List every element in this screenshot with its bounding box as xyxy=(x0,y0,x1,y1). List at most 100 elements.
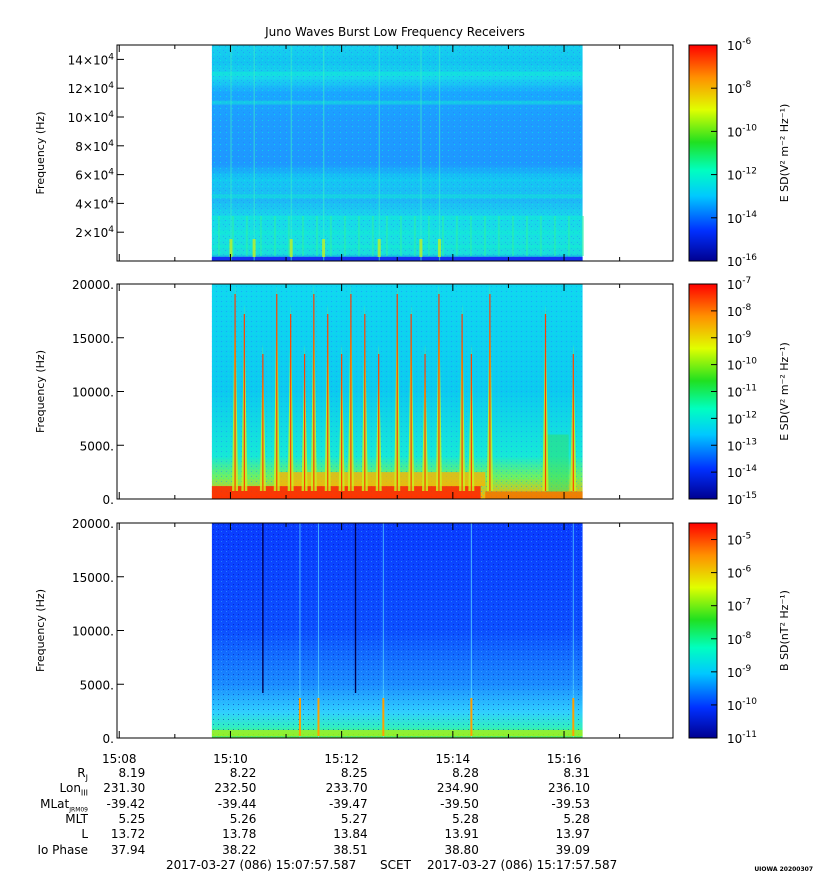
panel-1-band xyxy=(211,71,583,76)
ephemeris-value: 8.25 xyxy=(340,766,368,780)
ephemeris-value: 8.31 xyxy=(563,766,591,780)
ephemeris-value: 38.51 xyxy=(333,842,368,857)
panel-1-modulation xyxy=(357,216,360,256)
panel-2-spectrogram xyxy=(211,284,583,499)
y-tick-label: 4×104 xyxy=(75,196,114,211)
colorbar-tick-label: 10-11 xyxy=(727,384,757,400)
panel-1-modulation xyxy=(371,216,374,256)
panel-3-spectrogram xyxy=(211,523,583,738)
ephemeris-value: -39.42 xyxy=(106,796,146,811)
panel-1-modulation xyxy=(329,216,332,256)
ephemeris-value: 13.84 xyxy=(333,827,368,842)
colorbar-tick-label: 10-13 xyxy=(727,437,757,453)
colorbar-tick-label: 10-9 xyxy=(727,664,752,680)
y-tick-label: 6×104 xyxy=(75,168,114,183)
x-tick-label: 15:14 xyxy=(436,752,471,766)
panel-1-modulation xyxy=(427,216,430,256)
y-tick-label: 2×104 xyxy=(75,225,114,240)
ephemeris-row-label: MLatJRM09 xyxy=(40,796,88,813)
colorbar-tick-label: 10-7 xyxy=(727,598,751,614)
colorbar-tick-label: 10-15 xyxy=(727,491,757,507)
colorbar-tick-label: 10-8 xyxy=(727,80,752,96)
panel-1-modulation xyxy=(483,216,486,256)
y-axis-label: Frequency (Hz) xyxy=(34,350,47,433)
ephemeris-value: 13.97 xyxy=(555,827,591,842)
ephemeris-row-label: MLT xyxy=(65,811,88,826)
y-tick-label: 10000. xyxy=(72,386,114,400)
ephemeris-row-label: RJ xyxy=(77,766,88,783)
panel-1-modulation xyxy=(539,216,542,256)
y-tick-label: 5000. xyxy=(80,439,114,453)
panel-1-spike-base xyxy=(229,239,233,257)
footer-end-time: 2017-03-27 (086) 15:17:57.587 xyxy=(427,858,618,872)
processing-stamp: UIOWA 20200307 xyxy=(754,866,813,873)
ephemeris-value: 234.90 xyxy=(436,781,479,796)
x-tick-label: 15:12 xyxy=(324,752,359,766)
panel-1-modulation xyxy=(581,216,584,256)
y-axis-label: Frequency (Hz) xyxy=(34,589,47,672)
panel-1-spike-base xyxy=(289,239,293,257)
ephemeris-value: 13.91 xyxy=(444,827,479,842)
panel-2-late-patch xyxy=(545,434,569,492)
panel-1-modulation xyxy=(385,216,388,256)
panel-1-modulation xyxy=(217,216,220,256)
y-tick-label: 0. xyxy=(103,493,114,507)
panel-1-spike xyxy=(290,45,292,261)
panel-1-band xyxy=(211,100,583,105)
y-tick-label: 10×104 xyxy=(68,110,115,125)
colorbar-tick-label: 10-9 xyxy=(727,330,752,346)
ephemeris-value: -39.44 xyxy=(217,796,257,811)
y-tick-label: 15000. xyxy=(72,332,114,346)
colorbar xyxy=(688,522,718,739)
panel-1-spike-base xyxy=(377,239,381,257)
panel-1-modulation xyxy=(497,216,500,256)
colorbar-tick-label: 10-11 xyxy=(727,730,757,746)
colorbar-tick-label: 10-5 xyxy=(727,532,751,548)
ephemeris-value: 13.78 xyxy=(222,827,257,842)
ephemeris-value: 236.10 xyxy=(548,781,591,796)
colorbar-tick-label: 10-14 xyxy=(727,464,757,480)
ephemeris-row-label: L xyxy=(81,827,88,842)
colorbar xyxy=(688,44,718,262)
panel-1-modulation xyxy=(525,216,528,256)
colorbar-label: E SD(V² m⁻² Hz⁻¹) xyxy=(778,104,791,203)
panel-1-modulation xyxy=(259,216,262,256)
panel-1-spike-base xyxy=(419,239,423,257)
ephemeris-value: 13.72 xyxy=(110,827,146,842)
panel-1-modulation xyxy=(567,216,570,256)
colorbar-tick-label: 10-16 xyxy=(727,253,757,269)
y-tick-label: 15000. xyxy=(72,571,114,585)
panel-1-modulation xyxy=(469,216,472,256)
panel-3-axes: 0. 5000. 10000. 15000. 20000. Frequency (Hz) 1… xyxy=(34,517,791,746)
panel-3-noise xyxy=(211,523,583,738)
colorbar-tick-label: 10-10 xyxy=(727,357,757,373)
y-axis-label: Frequency (Hz) xyxy=(34,112,47,195)
panel-1-spike xyxy=(438,45,441,261)
y-tick-label: 8×104 xyxy=(75,139,114,154)
panel-2-axes: 0. 5000. 10000. 15000. 20000. Frequency (Hz) 1… xyxy=(34,276,791,507)
colorbar-label: B SD(nT² Hz⁻¹) xyxy=(778,590,791,671)
colorbar-tick-label: 10-6 xyxy=(727,37,752,53)
panel-1-modulation xyxy=(287,216,290,256)
ephemeris-value: 37.94 xyxy=(110,842,146,857)
panel-1-modulation xyxy=(301,216,304,256)
colorbar-tick-label: 10-6 xyxy=(727,565,752,581)
x-tick-label: 15:16 xyxy=(547,752,582,766)
ephemeris-row-label: Io Phase xyxy=(37,842,88,857)
panel-1-modulation xyxy=(245,216,248,256)
panel-1-modulation xyxy=(553,216,556,256)
panel-1-spike-base xyxy=(252,239,256,257)
panel-1-spike xyxy=(253,45,255,261)
ephemeris-value: 39.09 xyxy=(555,842,591,857)
colorbar-tick-label: 10-10 xyxy=(727,697,757,713)
y-tick-label: 20000. xyxy=(72,517,114,531)
plot-frame xyxy=(116,44,674,262)
ephemeris-value: 8.28 xyxy=(452,766,479,780)
ephemeris-value: 5.25 xyxy=(118,811,146,826)
colorbar-tick-label: 10-10 xyxy=(727,123,757,139)
ephemeris-value: 38.22 xyxy=(222,842,257,857)
colorbar-tick-label: 10-14 xyxy=(727,210,757,226)
panel-1-spike xyxy=(420,45,422,261)
ephemeris-value: 38.80 xyxy=(444,842,479,857)
